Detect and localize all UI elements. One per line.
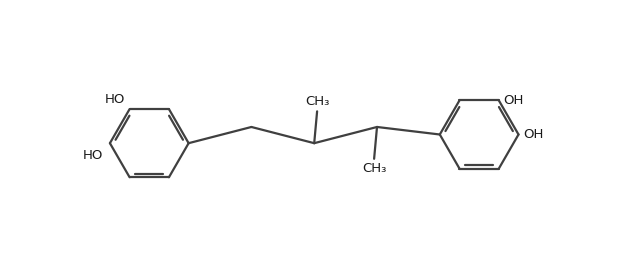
Text: OH: OH [523, 128, 543, 141]
Text: OH: OH [504, 94, 524, 107]
Text: HO: HO [83, 149, 103, 162]
Text: CH₃: CH₃ [362, 162, 387, 175]
Text: HO: HO [104, 93, 125, 106]
Text: CH₃: CH₃ [305, 95, 330, 108]
